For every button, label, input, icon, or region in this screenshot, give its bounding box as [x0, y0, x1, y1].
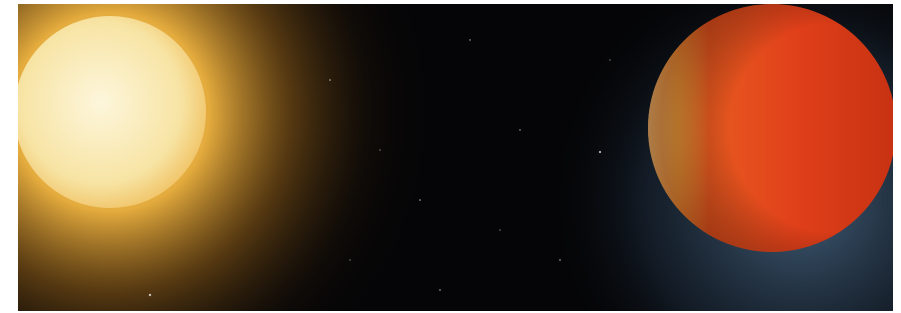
planet-shade	[648, 4, 896, 252]
star-dot	[599, 151, 601, 153]
space-illustration	[0, 0, 901, 313]
image	[14, 4, 896, 311]
star-dot	[419, 199, 421, 201]
star-dot	[519, 129, 520, 130]
star-dot	[609, 59, 610, 60]
star-dot	[329, 79, 331, 81]
star	[14, 16, 206, 208]
star-dot	[379, 149, 380, 150]
star-dot	[349, 259, 350, 260]
star-dot	[469, 39, 470, 40]
page	[0, 0, 901, 313]
star-dot	[149, 294, 151, 296]
star-dot	[499, 229, 500, 230]
star-dot	[559, 259, 561, 261]
star-dot	[439, 289, 441, 291]
